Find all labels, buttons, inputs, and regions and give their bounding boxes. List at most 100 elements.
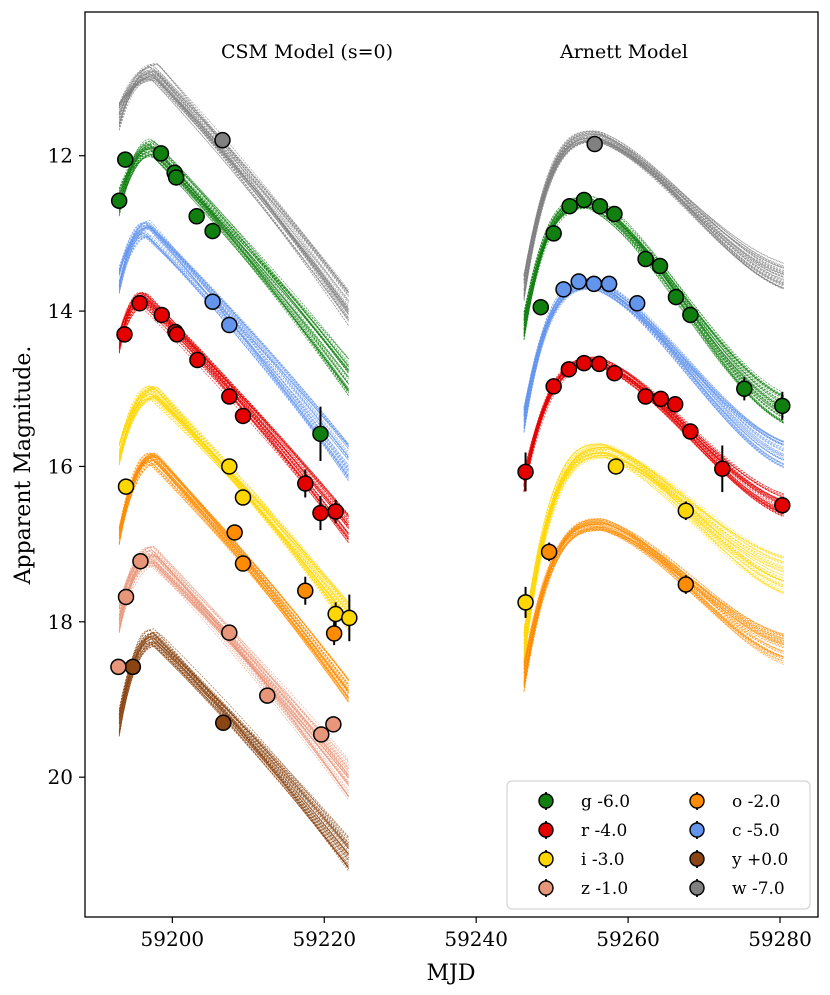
csm-model-line-y xyxy=(118,645,349,867)
legend: g -6.0 o -2.0 r -4.0 c -5.0 i -3.0 y +0.0 z -1… xyxy=(506,780,811,910)
data-point-r xyxy=(590,355,608,373)
data-point-r xyxy=(545,378,562,395)
csm-model-line-w xyxy=(118,67,349,314)
data-point-c xyxy=(204,293,221,311)
data-point-g xyxy=(591,197,609,215)
csm-model-line-y xyxy=(118,634,349,845)
csm-model-line-w xyxy=(118,64,349,296)
data-point-i xyxy=(607,458,625,475)
csm-model-line-g xyxy=(118,147,349,391)
data-point-g xyxy=(188,208,205,225)
y-tick-label: 20 xyxy=(48,765,73,789)
csm-model-line-w xyxy=(118,73,349,297)
y-tick-label: 12 xyxy=(48,144,73,168)
csm-model-line-z xyxy=(118,551,349,797)
legend-label: o -2.0 xyxy=(732,792,780,812)
csm-model-line-z xyxy=(118,551,349,777)
arnett-model-line-o xyxy=(523,527,784,672)
arnett-model-line-o xyxy=(523,520,784,692)
arnett-model-line-o xyxy=(523,526,784,677)
arnett-model-line-r xyxy=(523,361,784,504)
csm-model-title: CSM Model (s=0) xyxy=(221,41,393,63)
arnett-model-line-c xyxy=(523,287,784,469)
data-point-c xyxy=(570,273,587,290)
legend-label: w -7.0 xyxy=(732,879,785,899)
csm-model-line-z xyxy=(118,558,349,773)
csm-model-line-w xyxy=(118,71,349,294)
arnett-model-line-i xyxy=(523,445,784,642)
data-point-g xyxy=(637,250,654,268)
csm-model-line-y xyxy=(118,644,349,861)
data-point-g xyxy=(774,397,791,415)
csm-model-line-i xyxy=(118,389,349,621)
csm-model-line-o xyxy=(118,454,349,693)
csm-model-line-y xyxy=(118,642,349,847)
csm-model-line-i xyxy=(118,396,349,619)
csm-model-z xyxy=(118,545,349,800)
csm-model-line-g xyxy=(118,153,349,396)
arnett-model-line-g xyxy=(523,205,784,400)
csm-model-line-y xyxy=(118,632,349,850)
csm-model-line-w xyxy=(118,78,349,321)
csm-model-line-o xyxy=(118,460,349,703)
csm-model-line-g xyxy=(118,150,349,392)
legend-marker xyxy=(689,880,705,896)
data-point-z xyxy=(117,588,135,606)
data-point-o xyxy=(234,555,252,572)
arnett-model-w xyxy=(523,130,784,301)
data-point-g xyxy=(606,205,623,223)
csm-model-line-w xyxy=(118,78,349,301)
csm-model-line-i xyxy=(118,398,349,604)
csm-model-line-w xyxy=(118,73,349,296)
csm-model-line-g xyxy=(118,138,349,374)
arnett-model-line-o xyxy=(523,523,784,669)
csm-model-c xyxy=(118,220,349,482)
data-point-g xyxy=(152,145,170,162)
data-point-r xyxy=(234,407,252,425)
data-point-o xyxy=(677,576,695,593)
arnett-model-line-o xyxy=(523,524,784,683)
csm-model-line-g xyxy=(118,140,349,367)
arnett-model-line-i xyxy=(523,452,784,629)
csm-model-line-r xyxy=(118,303,349,544)
arnett-model-line-i xyxy=(523,452,784,647)
csm-model-line-r xyxy=(118,293,349,522)
arnett-model-line-g xyxy=(523,197,784,397)
csm-model-line-w xyxy=(118,71,349,291)
data-point-z xyxy=(259,687,276,704)
arnett-model-line-i xyxy=(523,448,784,644)
csm-model-line-g xyxy=(118,144,349,378)
csm-model-line-w xyxy=(118,75,349,322)
csm-model-line-r xyxy=(118,305,349,536)
data-point-r xyxy=(606,364,623,382)
legend-marker xyxy=(689,793,705,809)
data-point-g xyxy=(204,222,221,240)
csm-model-line-y xyxy=(118,646,349,861)
csm-model-line-g xyxy=(118,148,349,385)
arnett-model-line-w xyxy=(523,136,784,300)
csm-model-line-y xyxy=(118,644,349,867)
arnett-model-line-i xyxy=(523,456,784,635)
legend-label: z -1.0 xyxy=(581,879,628,899)
csm-model-line-o xyxy=(118,454,349,681)
data-point-g xyxy=(312,425,329,443)
csm-model-line-z xyxy=(118,546,349,796)
csm-model-line-o xyxy=(118,455,349,681)
csm-model-line-i xyxy=(118,388,349,628)
data-point-r xyxy=(168,326,186,343)
data-point-r xyxy=(682,423,699,440)
csm-model-line-c xyxy=(118,225,349,445)
arnett-model-line-w xyxy=(523,131,784,295)
arnett-model-title: Arnett Model xyxy=(559,41,688,63)
data-points xyxy=(110,131,791,743)
data-point-z xyxy=(325,716,342,733)
csm-model-line-w xyxy=(118,70,349,315)
data-point-z xyxy=(132,552,149,570)
arnett-model-line-i xyxy=(523,447,784,663)
arnett-model-line-w xyxy=(523,130,784,276)
csm-model-line-w xyxy=(118,76,349,320)
csm-model-line-i xyxy=(118,393,349,621)
csm-model-line-w xyxy=(118,71,349,303)
data-point-o xyxy=(325,625,343,642)
arnett-model-line-c xyxy=(523,278,784,468)
